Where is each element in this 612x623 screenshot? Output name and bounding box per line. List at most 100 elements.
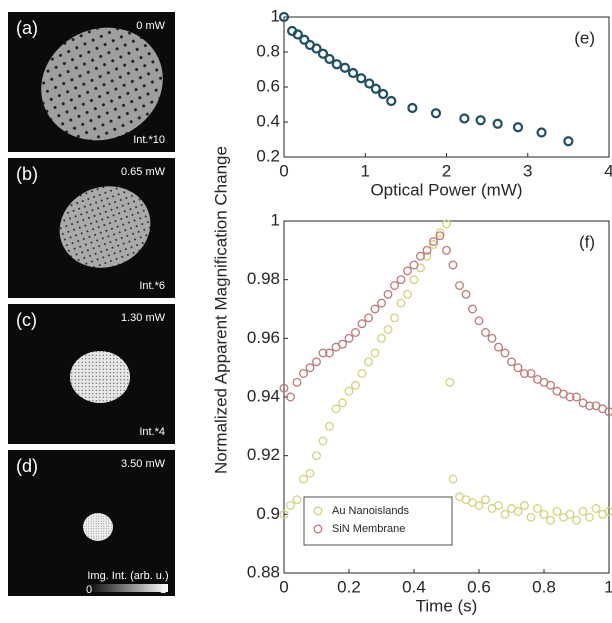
point xyxy=(278,11,290,23)
y-tick-label: 0.2 xyxy=(256,146,280,165)
point xyxy=(357,319,367,329)
point xyxy=(325,421,334,431)
point xyxy=(468,304,477,314)
point xyxy=(461,289,471,299)
x-tick-label: 0.2 xyxy=(337,577,361,596)
panel-intensity: Int.*6 xyxy=(139,280,165,292)
point xyxy=(572,392,581,402)
annotation: (e) xyxy=(574,28,595,47)
point xyxy=(338,339,347,349)
point xyxy=(563,136,574,147)
point xyxy=(312,451,321,461)
point xyxy=(416,251,425,261)
point xyxy=(500,348,510,358)
point xyxy=(364,357,373,367)
point xyxy=(533,504,542,513)
x-tick-label: 1 xyxy=(604,577,612,596)
point xyxy=(474,316,484,326)
colorbar-max: 1 xyxy=(160,584,166,596)
point xyxy=(286,501,295,510)
point xyxy=(325,348,334,358)
legend-marker xyxy=(313,524,323,534)
point xyxy=(311,43,322,54)
y-tick-label: 0.92 xyxy=(247,445,280,464)
x-tick-label: 0.6 xyxy=(467,577,491,596)
y-tick-label: 1 xyxy=(271,6,280,25)
point xyxy=(386,95,397,107)
point xyxy=(370,304,380,314)
point xyxy=(442,245,451,255)
point xyxy=(299,369,308,378)
panel-label: (b) xyxy=(16,164,38,184)
point xyxy=(364,313,373,323)
y-axis-label: Normalized Apparent Magnification Change xyxy=(211,146,230,474)
point xyxy=(546,515,555,525)
panel-power: 1.30 mW xyxy=(121,312,166,324)
point xyxy=(585,401,594,411)
legend-box xyxy=(303,496,453,546)
point xyxy=(591,504,601,513)
point xyxy=(364,78,375,89)
point xyxy=(578,506,588,516)
point xyxy=(429,237,438,246)
panel-intensity: Int.*10 xyxy=(133,134,165,146)
point xyxy=(338,398,347,408)
point xyxy=(299,474,308,484)
point xyxy=(378,88,389,100)
point xyxy=(292,495,302,505)
point xyxy=(604,506,612,516)
point xyxy=(481,495,490,505)
point xyxy=(513,363,523,373)
point xyxy=(435,228,445,238)
point xyxy=(585,512,594,522)
y-tick-label: 0.9 xyxy=(256,504,280,523)
panel-power: 0 mW xyxy=(136,20,165,32)
point xyxy=(520,369,529,378)
legend-label: Au Nanoislands xyxy=(332,505,410,517)
y-tick-label: 0.8 xyxy=(256,41,280,60)
point xyxy=(357,369,367,378)
point xyxy=(430,108,442,119)
membrane xyxy=(70,351,130,403)
point xyxy=(494,501,503,510)
point xyxy=(448,474,458,484)
point xyxy=(572,515,581,525)
point xyxy=(409,275,419,285)
x-tick-label: 0.8 xyxy=(532,577,556,596)
point xyxy=(396,298,406,308)
point xyxy=(331,404,341,414)
legend-marker xyxy=(313,506,323,516)
point xyxy=(390,281,399,290)
point xyxy=(526,369,536,378)
point xyxy=(487,333,497,343)
point xyxy=(292,377,302,387)
point xyxy=(344,333,354,343)
point xyxy=(324,53,335,65)
point xyxy=(512,122,524,133)
membrane xyxy=(41,27,163,141)
point xyxy=(351,380,360,390)
point xyxy=(552,506,562,516)
point xyxy=(474,501,484,510)
membrane xyxy=(83,513,113,541)
point xyxy=(383,289,393,299)
x-tick-label: 3 xyxy=(523,161,532,180)
point xyxy=(351,328,360,337)
colorbar-min: 0 xyxy=(86,584,92,596)
x-tick-label: 2 xyxy=(442,161,451,180)
point xyxy=(331,59,342,70)
point xyxy=(286,392,295,402)
point xyxy=(409,260,419,270)
image-panels: Img. Int. (arb. u.) 0 1 xyxy=(8,12,175,596)
point xyxy=(318,348,328,358)
point xyxy=(390,313,399,323)
point xyxy=(422,245,432,255)
panel-intensity: Int.*4 xyxy=(139,426,165,438)
legend: Au Nanoislands SiN Membrane xyxy=(303,496,453,546)
point xyxy=(422,251,432,261)
panel-label: (c) xyxy=(16,310,37,330)
y-tick-label: 0.4 xyxy=(256,111,280,130)
point xyxy=(546,380,555,390)
panel-power: 3.50 mW xyxy=(121,458,166,470)
